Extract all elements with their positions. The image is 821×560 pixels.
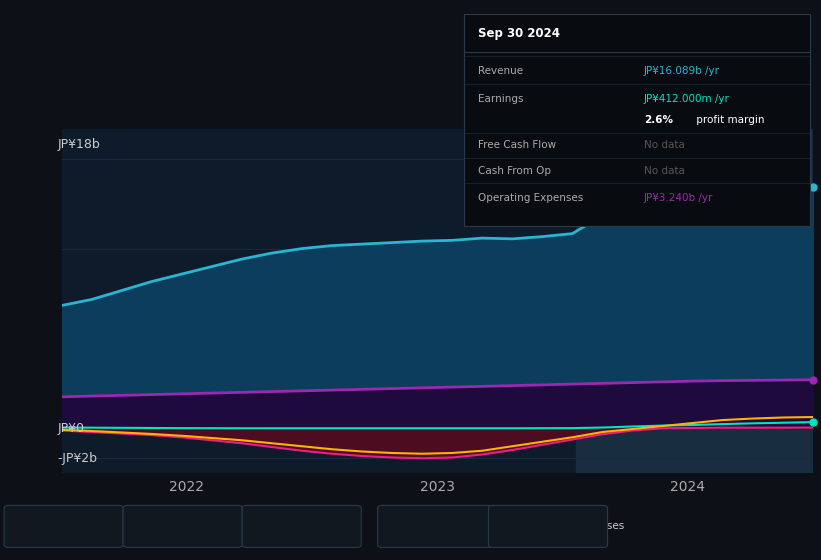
Text: -JP¥2b: -JP¥2b (57, 452, 98, 465)
Text: Operating Expenses: Operating Expenses (519, 521, 624, 531)
Text: Earnings: Earnings (478, 94, 523, 104)
Text: JP¥0: JP¥0 (57, 422, 85, 435)
Text: Sep 30 2024: Sep 30 2024 (478, 26, 560, 40)
Text: Cash From Op: Cash From Op (408, 521, 481, 531)
Text: JP¥16.089b /yr: JP¥16.089b /yr (644, 66, 720, 76)
Text: Earnings: Earnings (154, 521, 199, 531)
Text: ●: ● (502, 520, 513, 533)
Text: ●: ● (136, 520, 148, 533)
Text: 2.6%: 2.6% (644, 115, 673, 125)
Text: ●: ● (17, 520, 29, 533)
Text: JP¥18b: JP¥18b (57, 138, 100, 151)
Text: No data: No data (644, 140, 685, 150)
Text: Free Cash Flow: Free Cash Flow (478, 140, 556, 150)
Text: JP¥412.000m /yr: JP¥412.000m /yr (644, 94, 730, 104)
Text: JP¥3.240b /yr: JP¥3.240b /yr (644, 193, 713, 203)
Text: ●: ● (391, 520, 402, 533)
Text: Revenue: Revenue (34, 521, 80, 531)
Text: Operating Expenses: Operating Expenses (478, 193, 583, 203)
Bar (576, 129, 813, 473)
Text: Revenue: Revenue (478, 66, 523, 76)
Text: Free Cash Flow: Free Cash Flow (273, 521, 351, 531)
Text: No data: No data (644, 166, 685, 176)
Text: profit margin: profit margin (693, 115, 764, 125)
Text: ●: ● (255, 520, 267, 533)
Text: Cash From Op: Cash From Op (478, 166, 551, 176)
